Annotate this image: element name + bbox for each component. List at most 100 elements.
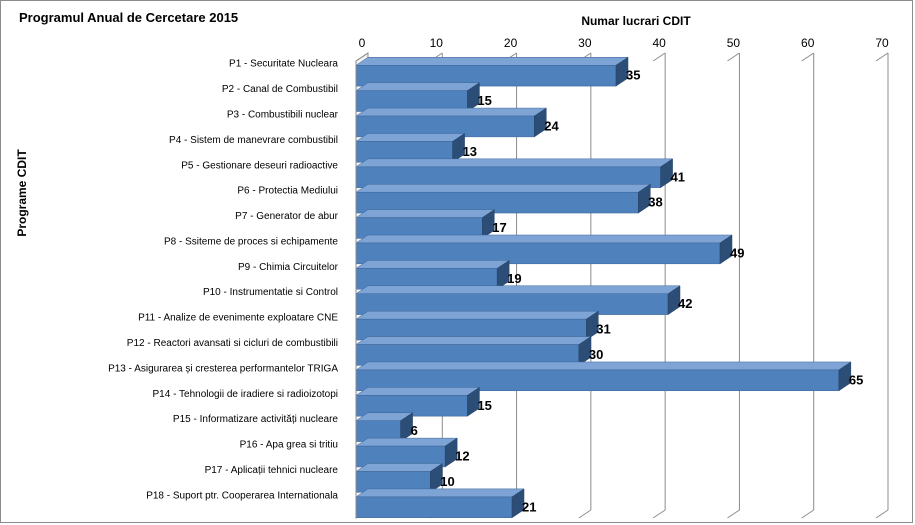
bar-end xyxy=(719,234,733,265)
bar-group xyxy=(355,463,444,493)
data-label: 17 xyxy=(492,220,506,235)
data-label: 35 xyxy=(626,68,640,83)
x-tick-label: 0 xyxy=(359,36,366,50)
bar-end xyxy=(578,336,592,366)
bar-top xyxy=(355,133,466,142)
category-label: P17 - Aplicații tehnici nucleare xyxy=(205,465,339,476)
bar-end xyxy=(615,56,629,87)
category-label: P3 - Combustibili nuclear xyxy=(227,109,339,120)
bar xyxy=(355,496,513,518)
bar-group xyxy=(355,183,652,214)
bar-top xyxy=(355,437,458,447)
category-label: P8 - Ssiteme de proces si echipamente xyxy=(164,236,338,247)
x-tick-label: 20 xyxy=(504,36,518,50)
bar-end xyxy=(444,437,458,468)
data-label: 19 xyxy=(507,271,521,286)
data-label: 13 xyxy=(463,144,477,159)
bar-group xyxy=(355,209,496,239)
category-label: P1 - Securitate Nucleara xyxy=(229,59,338,70)
bar-group xyxy=(355,132,466,163)
gridline-top xyxy=(727,52,740,62)
data-label: 30 xyxy=(589,347,603,362)
bar-group xyxy=(355,285,681,316)
category-label: P14 - Tehnologii de iradiere si radioizo… xyxy=(153,389,338,400)
bar-end xyxy=(400,412,413,443)
category-label: P7 - Generator de abur xyxy=(235,211,339,222)
bar-group xyxy=(355,310,600,341)
bar-top xyxy=(355,463,444,472)
data-label: 15 xyxy=(477,398,491,413)
bar-group xyxy=(355,234,733,265)
bar-end xyxy=(667,285,681,316)
bar-end xyxy=(638,183,651,214)
bar-top xyxy=(355,158,674,168)
bar-top xyxy=(355,310,600,320)
x-axis-title: Numar lucrari CDIT xyxy=(581,14,691,28)
bar-top xyxy=(355,183,652,193)
bar-end xyxy=(467,82,480,112)
category-label: P13 - Asigurarea și cresterea performant… xyxy=(108,363,338,374)
category-label: P15 - Informatizare activități nucleare xyxy=(173,414,339,425)
bar-end xyxy=(534,107,547,138)
bar-group xyxy=(355,82,481,112)
category-label: P11 - Analize de evenimente exploatare C… xyxy=(138,313,338,324)
gridline-top xyxy=(875,52,889,62)
gridline-bottom xyxy=(652,509,666,519)
bar-group xyxy=(355,158,674,189)
bar-top xyxy=(355,285,681,295)
gridline-top xyxy=(355,52,369,62)
data-label: 21 xyxy=(522,499,536,514)
data-label: 31 xyxy=(596,322,610,337)
bar-group xyxy=(355,488,525,519)
bar-top xyxy=(355,82,481,91)
data-label: 41 xyxy=(671,169,685,184)
bar-top xyxy=(355,107,548,117)
x-tick-label: 10 xyxy=(430,36,444,50)
bar-group xyxy=(355,386,481,417)
x-tick-label: 40 xyxy=(652,36,666,50)
bar-end xyxy=(482,209,495,239)
category-label: P18 - Suport ptr. Cooperarea Internation… xyxy=(146,490,338,501)
bar-group xyxy=(355,437,458,468)
category-label: P12 - Reactori avansati si cicluri de co… xyxy=(127,338,338,349)
bar-group xyxy=(355,56,629,87)
bar-group xyxy=(355,361,852,392)
gridline-bottom xyxy=(801,509,814,519)
data-label: 49 xyxy=(730,245,744,260)
data-label: 38 xyxy=(648,195,662,210)
gridline-top xyxy=(801,52,814,62)
bar-end xyxy=(467,386,480,417)
data-label: 42 xyxy=(678,296,692,311)
bar-end xyxy=(660,158,673,189)
bar-top xyxy=(355,387,481,396)
category-label: P4 - Sistem de manevrare combustibil xyxy=(169,135,338,146)
category-label: P6 - Protectia Mediului xyxy=(237,186,338,197)
bar-end xyxy=(452,132,465,163)
data-label: 12 xyxy=(455,449,469,464)
x-tick-label: 50 xyxy=(727,36,741,50)
bar-group xyxy=(355,336,592,366)
bar-end xyxy=(838,361,852,392)
data-label: 24 xyxy=(544,118,559,133)
data-label: 6 xyxy=(411,423,418,438)
data-label: 65 xyxy=(849,372,863,387)
bar-group xyxy=(355,107,548,138)
x-tick-label: 60 xyxy=(801,36,815,50)
x-tick-label: 70 xyxy=(875,36,889,50)
bar-group xyxy=(355,412,414,443)
bar-top xyxy=(355,488,525,498)
bar-end xyxy=(430,463,443,493)
bar-top xyxy=(355,57,629,66)
bar-end xyxy=(496,259,510,290)
category-label: P16 - Apa grea si tritiu xyxy=(240,440,338,451)
gridline-top xyxy=(652,52,666,62)
category-label: P5 - Gestionare deseuri radioactive xyxy=(181,160,338,171)
data-label: 15 xyxy=(477,93,491,108)
x-tick-label: 30 xyxy=(578,36,592,50)
chart-title: Programul Anual de Cercetare 2015 xyxy=(19,10,239,25)
category-label: P10 - Instrumentatie si Control xyxy=(203,287,338,298)
bar-top xyxy=(355,234,733,244)
category-label: P9 - Chimia Circuitelor xyxy=(238,262,339,273)
